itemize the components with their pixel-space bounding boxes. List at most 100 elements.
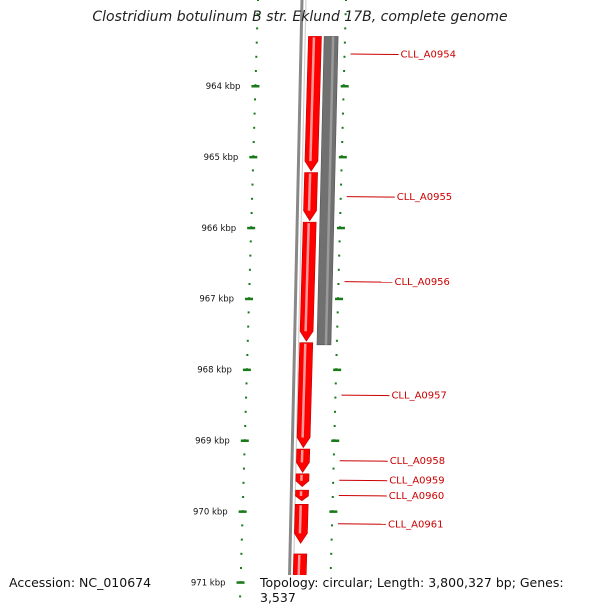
map-title: Clostridium botulinum B str. Eklund 17B,… <box>0 9 600 25</box>
minor-tick-dot <box>250 240 252 242</box>
minor-tick-dot <box>341 141 343 143</box>
minor-tick-dot <box>256 42 258 44</box>
minor-tick-dot <box>344 27 346 29</box>
minor-tick-dot <box>241 524 243 526</box>
minor-tick-dot <box>331 524 333 526</box>
minor-tick-dot <box>245 382 247 384</box>
major-tick <box>237 581 245 584</box>
minor-tick-dot <box>251 184 253 186</box>
gene-label[interactable]: CLL_A0954 <box>401 50 456 61</box>
gene-label[interactable]: CLL_A0958 <box>390 456 445 467</box>
minor-tick-dot <box>243 468 245 470</box>
minor-tick-dot <box>249 255 251 257</box>
minor-tick-dot <box>334 425 336 427</box>
minor-tick-dot <box>257 0 259 1</box>
minor-tick-dot <box>241 539 243 541</box>
minor-tick-dot <box>340 169 342 171</box>
minor-tick-dot <box>256 27 258 29</box>
gene-label[interactable]: CLL_A0959 <box>389 476 444 487</box>
minor-tick-dot <box>239 595 241 597</box>
minor-tick-dot <box>249 269 251 271</box>
gene-label-leader <box>340 461 388 462</box>
minor-tick-dot <box>243 482 245 484</box>
minor-tick-dot <box>330 553 332 555</box>
minor-tick-dot <box>252 169 254 171</box>
gene-label-leader <box>339 480 387 481</box>
minor-tick-dot <box>248 283 250 285</box>
minor-tick-dot <box>244 425 246 427</box>
gene-label[interactable]: CLL_A0956 <box>394 277 449 288</box>
major-tick <box>241 440 249 443</box>
minor-tick-dot <box>247 340 249 342</box>
tick-label: 969 kbp <box>195 437 230 447</box>
gene-label[interactable]: CLL_A0957 <box>391 391 446 402</box>
minor-tick-dot <box>334 411 336 413</box>
minor-tick-dot <box>343 70 345 72</box>
minor-tick-dot <box>334 397 336 399</box>
minor-tick-dot <box>248 311 250 313</box>
minor-tick-dot <box>330 567 332 569</box>
minor-tick-dot <box>335 382 337 384</box>
gene-label-leader <box>344 282 392 283</box>
minor-tick-dot <box>243 453 245 455</box>
minor-tick-dot <box>339 240 341 242</box>
gene-highlight <box>300 505 301 533</box>
minor-tick-dot <box>345 0 347 1</box>
minor-tick-dot <box>254 113 256 115</box>
major-tick <box>249 156 257 159</box>
minor-tick-dot <box>332 482 334 484</box>
minor-tick-dot <box>333 468 335 470</box>
tick-label: 967 kbp <box>199 295 234 305</box>
minor-tick-dot <box>245 411 247 413</box>
major-tick-right <box>333 369 341 372</box>
minor-tick-dot <box>251 212 253 214</box>
minor-tick-dot <box>342 127 344 129</box>
gene-track <box>264 36 338 600</box>
major-tick <box>243 369 251 372</box>
gene-label-leader <box>339 495 387 496</box>
major-tick-right <box>329 510 337 513</box>
minor-tick-dot <box>344 42 346 44</box>
minor-tick-dot <box>253 141 255 143</box>
major-tick <box>245 298 253 301</box>
major-tick-right <box>335 298 343 301</box>
major-tick-right <box>341 85 349 88</box>
minor-tick-dot <box>337 283 339 285</box>
tick-label: 966 kbp <box>202 224 237 234</box>
minor-tick-dot <box>247 326 249 328</box>
minor-tick-dot <box>340 198 342 200</box>
tick-label: 971 kbp <box>191 578 226 588</box>
tick-label: 965 kbp <box>204 153 239 163</box>
gene-label-leader <box>347 197 395 198</box>
topology-text: Topology: circular; Length: 3,800,327 bp… <box>260 575 600 605</box>
minor-tick-dot <box>246 354 248 356</box>
minor-tick-dot <box>255 56 257 58</box>
minor-tick-dot <box>254 98 256 100</box>
minor-tick-dot <box>337 311 339 313</box>
minor-tick-dot <box>342 113 344 115</box>
minor-tick-dot <box>338 269 340 271</box>
minor-tick-dot <box>242 496 244 498</box>
gene-label[interactable]: CLL_A0960 <box>389 491 444 502</box>
gene-highlight <box>309 173 310 210</box>
gene-label-leader <box>338 524 386 525</box>
tick-label: 964 kbp <box>206 82 241 92</box>
minor-tick-dot <box>340 184 342 186</box>
minor-tick-dot <box>240 567 242 569</box>
minor-tick-dot <box>332 496 334 498</box>
minor-tick-dot <box>333 453 335 455</box>
minor-tick-dot <box>338 255 340 257</box>
minor-tick-dot <box>251 198 253 200</box>
tick-label: 970 kbp <box>193 507 228 517</box>
gene-label-leader <box>341 395 389 396</box>
gene-label[interactable]: CLL_A0955 <box>397 192 452 203</box>
gene-label-leader <box>351 54 399 55</box>
minor-tick-dot <box>245 397 247 399</box>
major-tick <box>251 85 259 88</box>
minor-tick-dot <box>336 340 338 342</box>
gene-label[interactable]: CLL_A0961 <box>388 519 443 530</box>
major-tick-right <box>331 440 339 443</box>
major-tick-right <box>337 227 345 230</box>
